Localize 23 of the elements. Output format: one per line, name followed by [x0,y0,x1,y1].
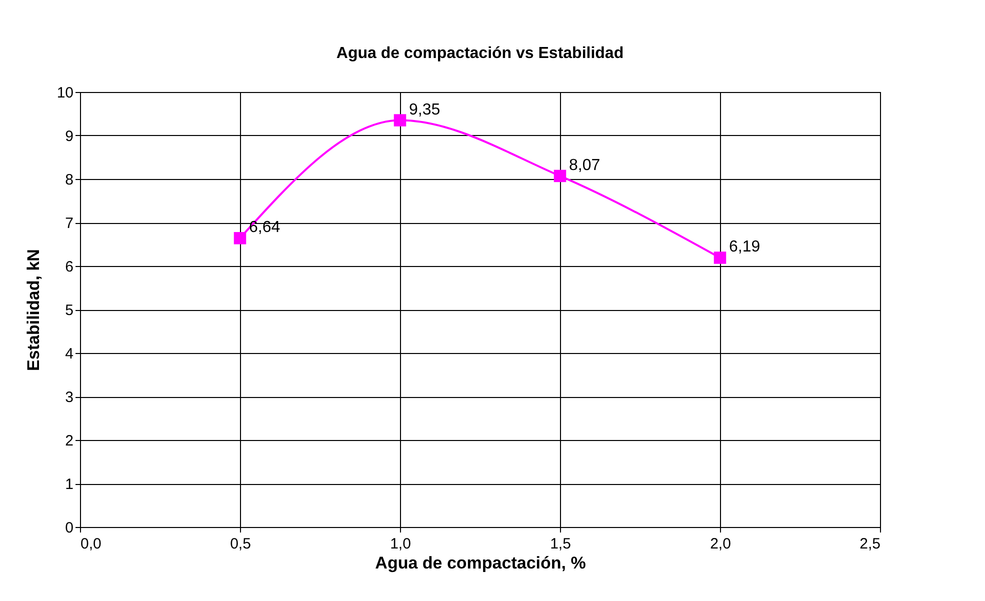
x-tick-label: 2,0 [710,536,731,552]
chart-title: Agua de compactación vs Estabilidad [336,45,624,62]
x-tick-label: 1,5 [550,536,571,552]
y-tick-label: 2 [65,432,74,450]
y-tick-label: 10 [56,84,74,102]
x-tick-label: 0,0 [80,536,102,552]
y-tick-label: 8 [65,172,74,188]
y-tick-label: 4 [65,346,74,362]
y-axis-title: Estabilidad, kN [24,249,43,371]
data-label: 9,35 [409,101,440,118]
data-label: 8,07 [569,156,600,174]
x-axis-title: Agua de compactación, % [375,554,586,572]
x-tick-label: 2,5 [860,536,880,552]
y-tick-label: 3 [65,389,74,406]
y-tick-label: 5 [65,302,74,319]
y-tick-label: 0 [65,520,74,536]
y-tick-label: 7 [65,215,74,232]
y-tick-label: 6 [65,258,74,276]
x-tick-label: 0,5 [230,536,251,552]
y-tick-label: 9 [65,128,74,145]
y-tick-label: 1 [65,476,74,493]
data-label: 6,19 [729,238,760,256]
x-tick-label: 1,0 [390,536,411,552]
